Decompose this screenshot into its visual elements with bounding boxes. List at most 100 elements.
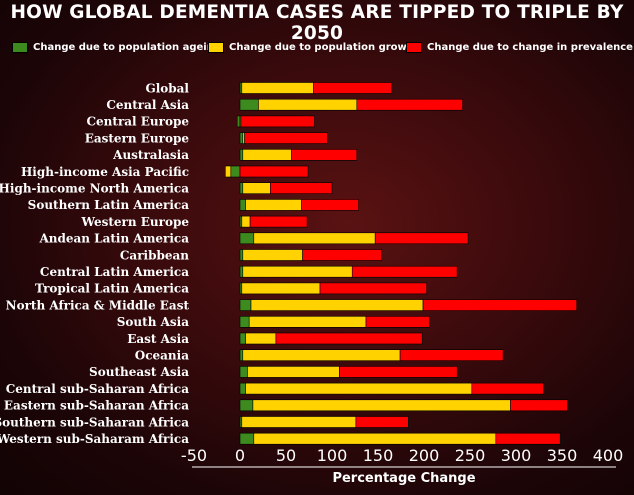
legend-label-prevalence: Change due to change in prevalence rate bbox=[427, 42, 634, 53]
category-label-caribbean: Caribbean bbox=[120, 248, 189, 262]
bar-central-asia-series-0 bbox=[239, 98, 259, 111]
category-label-high-income-north-america: High-income North America bbox=[0, 182, 189, 196]
x-tick-350: 350 bbox=[547, 446, 578, 465]
bar-eastern-europe-series-2 bbox=[244, 132, 328, 144]
x-tick-150: 150 bbox=[363, 446, 394, 465]
chart-title: HOW GLOBAL DEMENTIA CASES ARE TIPPED TO … bbox=[10, 2, 624, 44]
category-labels: Global Central Asia Central Europe Eastern … bbox=[0, 81, 189, 446]
legend-item-growth: Change due to population growth bbox=[208, 42, 419, 53]
bar-western-europe-series-1 bbox=[241, 215, 251, 228]
category-label-western-sub-saharam-africa: Western sub-Saharam Africa bbox=[0, 432, 189, 446]
legend-swatch-growth bbox=[208, 42, 224, 53]
bar-central-sub-saharan-africa-series-0 bbox=[239, 382, 246, 395]
bar-southern-latin-america-series-1 bbox=[245, 199, 302, 211]
bar-eastern-sub-saharan-africa-series-0 bbox=[239, 399, 254, 412]
bar-southeast-asia-series-2 bbox=[339, 366, 458, 378]
bar-andean-latin-america-series-0 bbox=[239, 232, 255, 245]
category-label-andean-latin-america: Andean Latin America bbox=[38, 232, 189, 246]
bar-australasia-series-2 bbox=[291, 149, 358, 161]
bar-east-asia-series-2 bbox=[275, 332, 423, 345]
bar-high-income-asia-pacific-series-2 bbox=[239, 165, 309, 178]
bars-group bbox=[225, 82, 578, 445]
bar-eastern-sub-saharan-africa-series-2 bbox=[510, 399, 568, 412]
legend-label-ageing: Change due to population ageing bbox=[33, 42, 221, 53]
category-label-southeast-asia: Southeast Asia bbox=[89, 365, 189, 379]
bar-north-africa-middle-east-series-1 bbox=[250, 299, 424, 311]
category-label-east-asia: East Asia bbox=[127, 332, 189, 346]
bar-andean-latin-america-series-1 bbox=[253, 232, 376, 245]
bar-southern-latin-america-series-0 bbox=[239, 199, 246, 211]
category-label-western-europe: Western Europe bbox=[80, 215, 189, 229]
bar-high-income-north-america-series-1 bbox=[242, 182, 271, 194]
bar-central-asia-series-1 bbox=[258, 98, 358, 111]
x-tick-100: 100 bbox=[317, 446, 348, 465]
category-label-tropical-latin-america: Tropical Latin America bbox=[35, 282, 189, 296]
bar-eastern-europe-series-0 bbox=[239, 132, 244, 144]
x-axis-title: Percentage Change bbox=[332, 471, 475, 486]
category-label-high-income-asia-pacific: High-income Asia Pacific bbox=[21, 165, 189, 179]
legend-swatch-prevalence bbox=[406, 42, 422, 53]
x-tick-50: 50 bbox=[276, 446, 296, 465]
bar-high-income-north-america-series-2 bbox=[270, 182, 333, 194]
legend-swatch-ageing bbox=[12, 42, 28, 53]
bar-north-africa-middle-east-series-2 bbox=[422, 299, 578, 311]
bar-australasia-series-0 bbox=[239, 149, 244, 161]
bar-central-sub-saharan-africa-series-1 bbox=[245, 382, 473, 395]
category-label-central-sub-saharan-africa: Central sub-Saharan Africa bbox=[6, 382, 190, 396]
bar-oceania-series-1 bbox=[242, 349, 401, 362]
bar-southeast-asia-series-0 bbox=[239, 366, 248, 378]
bar-southern-sub-saharan-africa-series-2 bbox=[355, 416, 409, 428]
category-label-central-latin-america: Central Latin America bbox=[40, 265, 189, 279]
category-label-southern-sub-saharan-africa: Southern sub-Saharan Africa bbox=[0, 415, 189, 429]
bar-global-series-1 bbox=[241, 82, 314, 94]
bar-caribbean-series-2 bbox=[302, 249, 383, 261]
bar-oceania-series-2 bbox=[399, 349, 504, 362]
bar-southern-latin-america-series-2 bbox=[301, 199, 359, 211]
bar-central-latin-america-series-1 bbox=[242, 265, 353, 278]
x-tick-250: 250 bbox=[455, 446, 486, 465]
bar-western-sub-saharam-africa-series-0 bbox=[239, 432, 255, 445]
bar-western-sub-saharam-africa-series-2 bbox=[495, 432, 561, 445]
bar-western-europe-series-2 bbox=[249, 215, 308, 228]
bar-tropical-latin-america-series-2 bbox=[319, 282, 427, 295]
x-tick-0: 0 bbox=[235, 446, 245, 465]
bar-high-income-asia-pacific-series-1 bbox=[225, 165, 232, 178]
x-tick-400: 400 bbox=[593, 446, 624, 465]
bar-southern-sub-saharan-africa-series-1 bbox=[241, 416, 357, 428]
legend: Change due to population ageing Change d… bbox=[10, 42, 634, 60]
bar-east-asia-series-1 bbox=[245, 332, 277, 345]
bar-global-series-2 bbox=[313, 82, 393, 94]
legend-label-growth: Change due to population growth bbox=[229, 42, 419, 53]
category-label-global: Global bbox=[145, 81, 189, 95]
x-tick-labels: -50 0 50 100 150 200 250 300 350 400 bbox=[181, 446, 623, 465]
category-label-eastern-europe: Eastern Europe bbox=[85, 131, 190, 145]
bar-high-income-asia-pacific-series-0 bbox=[230, 165, 241, 178]
bar-north-africa-middle-east-series-0 bbox=[239, 299, 252, 311]
bar-western-sub-saharam-africa-series-1 bbox=[253, 432, 497, 445]
category-label-oceania: Oceania bbox=[135, 349, 189, 363]
bar-tropical-latin-america-series-1 bbox=[241, 282, 321, 295]
bar-central-europe-series-2 bbox=[240, 115, 315, 128]
bar-central-europe-series-0 bbox=[236, 115, 241, 128]
bar-high-income-north-america-series-0 bbox=[239, 182, 244, 194]
category-label-australasia: Australasia bbox=[112, 148, 189, 162]
bar-australasia-series-1 bbox=[242, 149, 292, 161]
bar-south-asia-series-0 bbox=[239, 315, 250, 328]
x-tick-300: 300 bbox=[501, 446, 532, 465]
bar-caribbean-series-0 bbox=[239, 249, 244, 261]
bar-south-asia-series-2 bbox=[365, 315, 430, 328]
legend-item-prevalence: Change due to change in prevalence rate bbox=[406, 42, 634, 53]
bar-andean-latin-america-series-2 bbox=[374, 232, 469, 245]
bar-central-sub-saharan-africa-series-2 bbox=[471, 382, 544, 395]
bar-south-asia-series-1 bbox=[248, 315, 367, 328]
bar-caribbean-series-1 bbox=[242, 249, 303, 261]
bar-oceania-series-0 bbox=[239, 349, 244, 362]
x-tick-200: 200 bbox=[409, 446, 440, 465]
bar-central-asia-series-2 bbox=[356, 98, 463, 111]
bar-eastern-sub-saharan-africa-series-1 bbox=[252, 399, 511, 412]
category-label-central-europe: Central Europe bbox=[86, 115, 189, 129]
category-label-eastern-sub-saharan-africa: Eastern sub-Saharan Africa bbox=[4, 399, 189, 413]
bar-east-asia-series-0 bbox=[239, 332, 246, 345]
x-tick-minus-50: -50 bbox=[181, 446, 207, 465]
